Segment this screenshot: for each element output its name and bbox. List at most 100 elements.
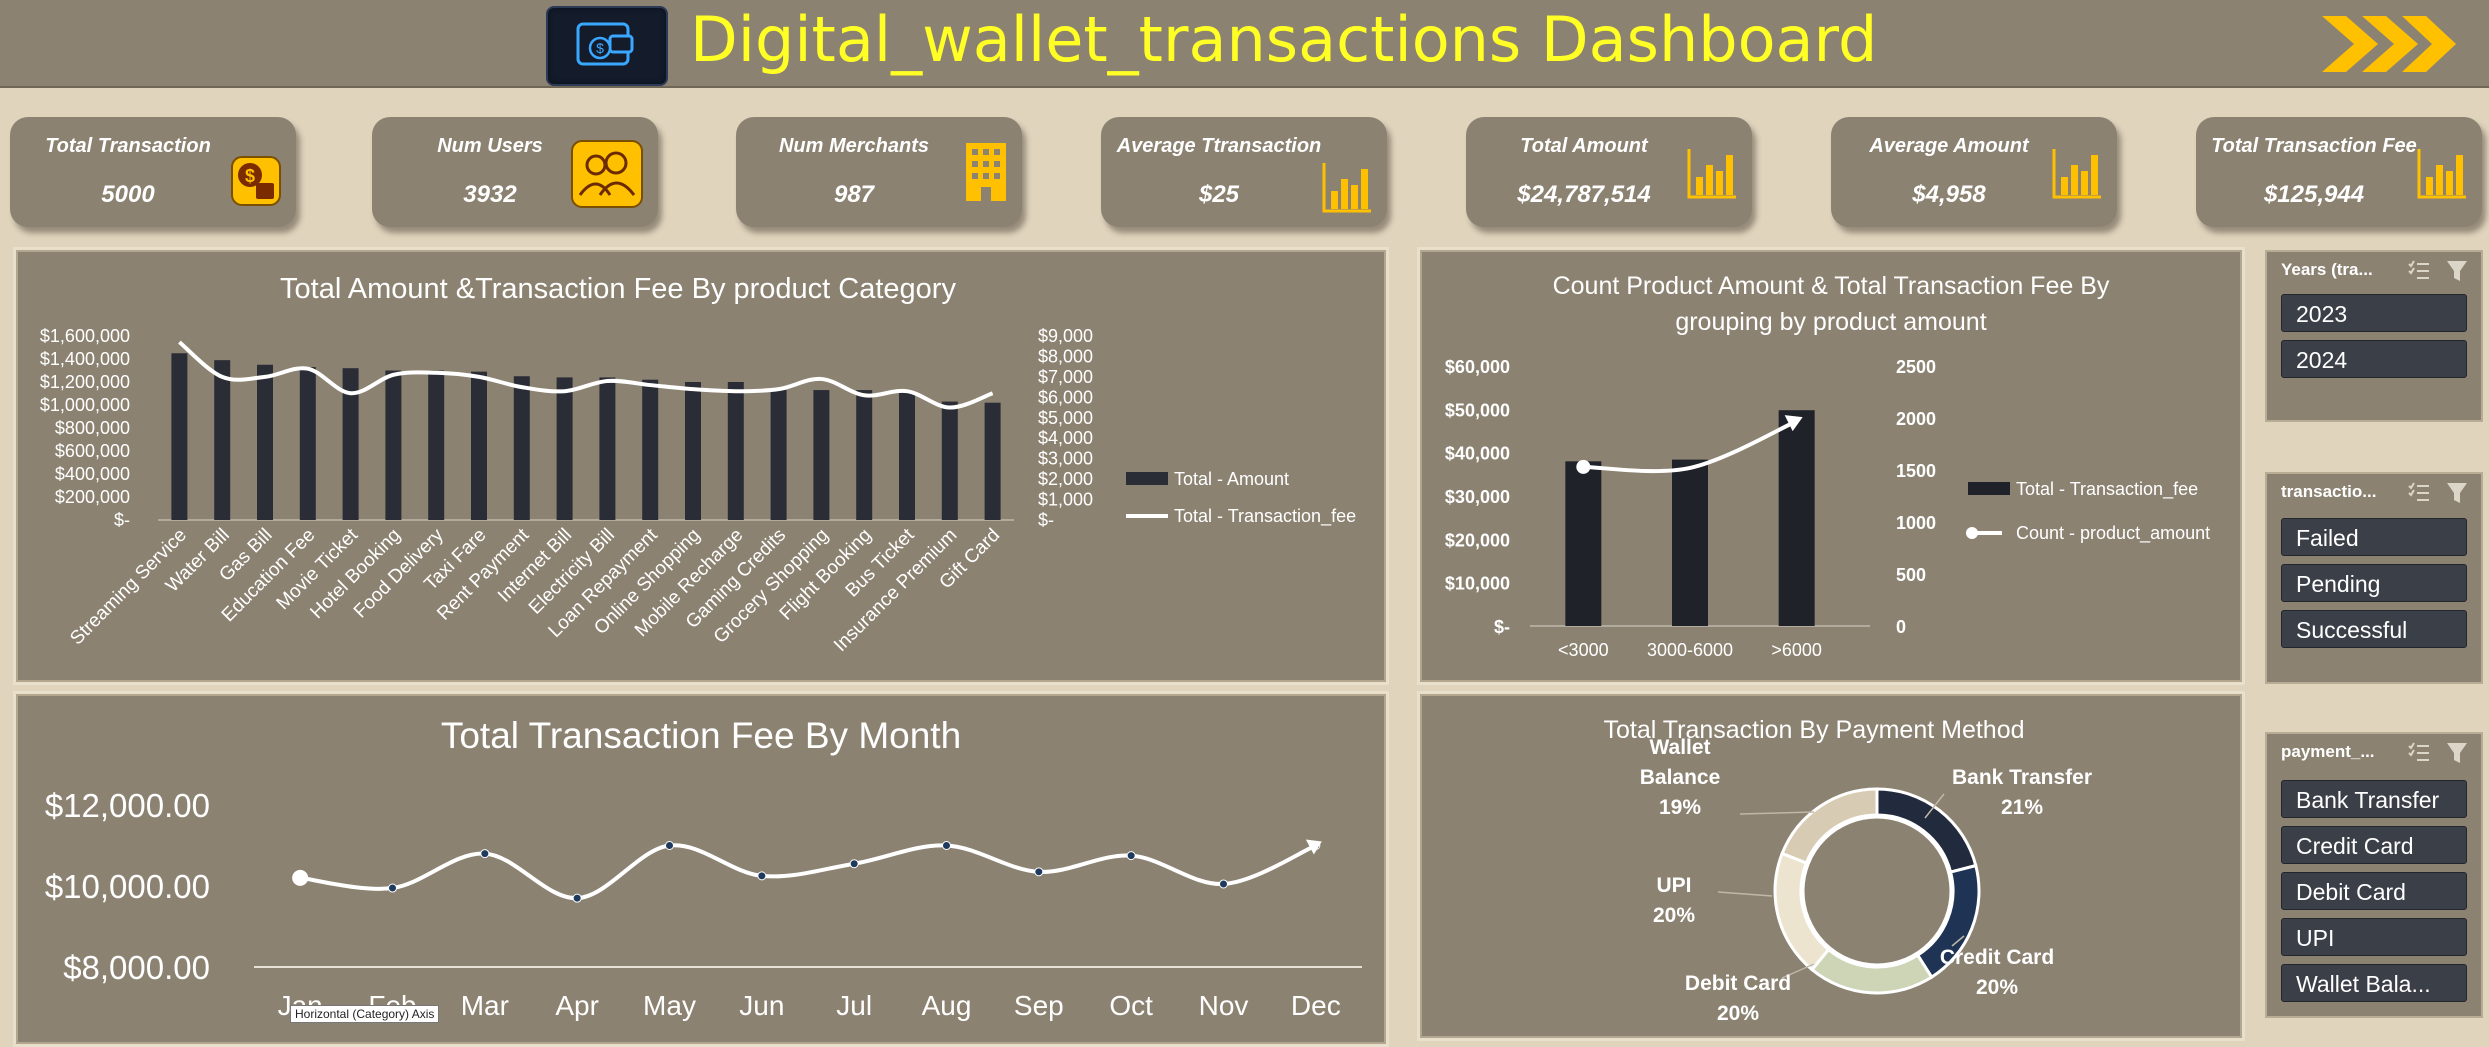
slice-value-label: 20% [1653,904,1695,927]
y-right-tick-label: 0 [1896,617,1906,637]
y-right-tick-label: 1500 [1896,461,1936,481]
donut-slice [1773,851,1831,972]
slicer-item-2024[interactable]: 2024 [2281,340,2467,378]
y-right-tick-label: 2500 [1896,357,1936,377]
x-tick-label: Sep [1014,990,1064,1021]
slicer-item-bank-transfer[interactable]: Bank Transfer [2281,780,2467,818]
y-left-tick-label: $40,000 [1445,444,1510,464]
bar-total-amount [342,368,359,520]
line-count-product-amount [1583,419,1798,474]
slicer-transaction-status: transactio... Failed Pending Successful [2265,472,2483,684]
x-tick-label: Nov [1199,990,1249,1021]
slice-value-label: 20% [1717,1002,1759,1025]
slice-label: Balance [1640,766,1721,789]
bar-total-amount [385,370,402,520]
slicer-item-wallet-balance[interactable]: Wallet Bala... [2281,964,2467,1002]
slicer-header: payment_... [2281,742,2375,761]
clear-filter-icon[interactable] [2447,261,2467,281]
kpi-label: Total Transaction Fee [2211,135,2417,157]
bar-total-amount [428,370,445,520]
bar-total-amount [599,377,616,520]
data-point [1126,851,1136,861]
grouping-chart: Count Product Amount & Total Transaction… [1445,272,2210,660]
grouping-chart-panel: Count Product Amount & Total Transaction… [1420,250,2242,682]
building-icon [966,143,1006,201]
slice-label: Debit Card [1685,972,1791,995]
clear-filter-icon[interactable] [2447,743,2467,763]
line-monthly-fee [299,843,1317,901]
slicer-item-credit-card[interactable]: Credit Card [2281,826,2467,864]
slice-label: UPI [1656,874,1691,897]
multi-select-icon[interactable] [2408,260,2429,279]
y-right-tick-label: $- [1038,510,1054,530]
chart-title: Total Transaction By Payment Method [1603,716,2024,744]
wallet-logo-icon: $ [546,6,668,86]
line-end-arrow [1784,415,1803,432]
bar-total-amount [257,364,273,520]
y-left-tick-label: $600,000 [55,441,130,461]
y-left-tick-label: $50,000 [1445,400,1510,420]
x-tick-label: 3000-6000 [1647,640,1733,660]
slice-label: Wallet [1649,736,1710,759]
kpi-label: Num Users [437,135,543,157]
svg-text:$: $ [245,166,255,186]
x-tick-label: Aug [922,990,972,1021]
x-tick-label: May [643,990,696,1021]
slicer-item-2023[interactable]: 2023 [2281,294,2467,332]
axis-tooltip: Horizontal (Category) Axis [290,1005,440,1023]
slice-label: Credit Card [1940,946,2054,969]
legend-label: Count - product_amount [2016,523,2210,544]
y-left-tick-label: $- [114,510,130,530]
y-right-tick-label: $7,000 [1038,367,1093,387]
y-tick-label: $10,000.00 [45,868,210,905]
slicer-item-pending[interactable]: Pending [2281,564,2467,602]
y-right-tick-label: $8,000 [1038,346,1093,366]
kpi-card-average-amount: Average Amount $4,958 [1831,117,2117,227]
multi-select-icon[interactable] [2408,742,2429,761]
forward-chevrons-icon[interactable] [2318,14,2458,74]
slicer-item-successful[interactable]: Successful [2281,610,2467,648]
bar-total-amount [471,371,487,520]
y-right-tick-label: 500 [1896,565,1926,585]
bar-total-amount [171,353,188,520]
legend-marker [1966,527,1978,539]
slicer-item-failed[interactable]: Failed [2281,518,2467,556]
y-right-tick-label: $9,000 [1038,326,1093,346]
x-tick-label: Oct [1109,990,1153,1021]
line-transaction-fee [178,340,994,410]
category-chart-panel: Total Amount &Transaction Fee By product… [16,250,1386,682]
y-right-tick-label: $4,000 [1038,428,1093,448]
kpi-value: $125,944 [2263,181,2365,208]
leader-line [1717,891,1773,897]
bar-transaction-fee [1778,410,1815,626]
multi-select-icon[interactable] [2408,482,2429,501]
category-chart: Total Amount &Transaction Fee By product… [40,273,1356,656]
kpi-label: Average Amount [1869,135,2029,157]
bar-total-amount [856,390,873,520]
kpi-label: Total Amount [1520,135,1648,157]
x-tick-label: Apr [555,990,599,1021]
data-point [757,871,767,881]
kpi-label: Num Merchants [778,135,930,157]
slicer-item-debit-card[interactable]: Debit Card [2281,872,2467,910]
clear-filter-icon[interactable] [2447,483,2467,503]
slicer-item-upi[interactable]: UPI [2281,918,2467,956]
chart-title: Total Amount &Transaction Fee By product… [280,273,956,305]
y-right-tick-label: $6,000 [1038,387,1093,407]
kpi-card-total-amount: Total Amount $24,787,514 [1466,117,1752,227]
kpi-value: $25 [1198,181,1240,208]
kpi-value: $4,958 [1912,181,1986,208]
bar-total-amount [984,402,1001,520]
data-point [480,849,490,859]
legend-label: Total - Amount [1174,469,1289,489]
bar-total-amount [685,382,701,520]
y-left-tick-label: $1,400,000 [40,349,130,369]
y-tick-label: $12,000.00 [45,787,210,824]
kpi-value: 3932 [463,181,517,208]
slicer-header: Years (tra... [2281,260,2373,279]
slice-value-label: 20% [1976,976,2018,999]
donut-inner-ring [1801,815,1953,967]
data-point [572,893,582,903]
bar-chart-icon [2417,149,2466,199]
bar-total-amount [513,376,530,520]
